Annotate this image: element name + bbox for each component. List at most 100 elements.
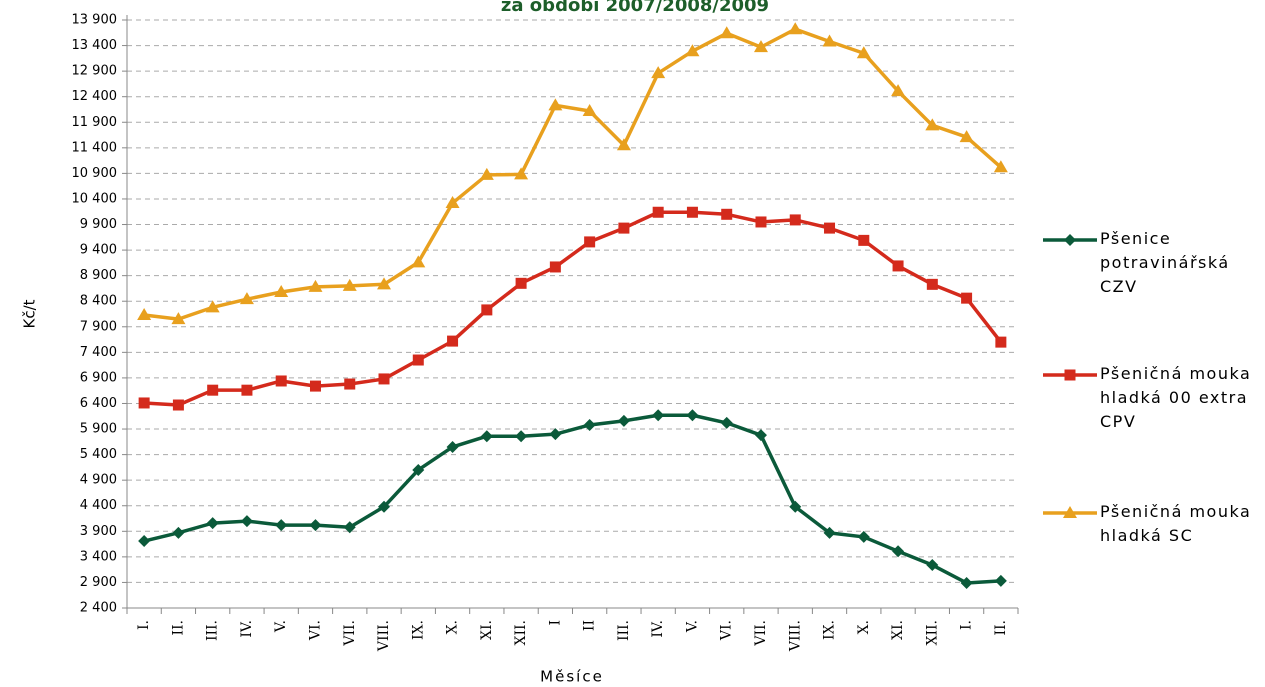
- data-point: [651, 66, 666, 79]
- data-point: [377, 277, 392, 290]
- x-tick-label: I.: [136, 620, 152, 630]
- data-point: [378, 500, 391, 513]
- y-tick-label: 8 400: [80, 294, 117, 309]
- x-tick-label: I.: [959, 620, 975, 630]
- data-point: [240, 515, 253, 528]
- data-point: [480, 430, 493, 443]
- y-tick-label: 13 400: [72, 38, 118, 53]
- y-tick-label: 4 900: [80, 473, 117, 488]
- y-tick-label: 10 900: [72, 166, 118, 181]
- x-tick-label: VII.: [342, 620, 358, 647]
- data-point: [719, 26, 734, 39]
- data-point: [206, 517, 219, 530]
- data-point: [823, 526, 836, 539]
- data-point: [652, 206, 664, 218]
- x-tick-label: V.: [273, 620, 289, 633]
- data-point: [789, 214, 801, 226]
- x-tick-label: XI.: [890, 620, 906, 640]
- data-point: [309, 380, 321, 392]
- data-point: [994, 574, 1007, 587]
- data-point: [892, 260, 904, 272]
- x-tick-label: XII.: [924, 620, 940, 645]
- data-point: [721, 208, 733, 220]
- data-point: [138, 397, 150, 409]
- y-tick-label: 2 400: [80, 601, 117, 616]
- data-point: [412, 354, 424, 366]
- data-point: [137, 308, 152, 321]
- data-point: [822, 34, 837, 47]
- x-tick-label: IV.: [239, 620, 255, 638]
- data-point: [343, 521, 356, 534]
- y-tick-label: 7 900: [80, 319, 117, 334]
- data-point: [446, 440, 459, 453]
- x-tick-label: VI.: [719, 620, 735, 641]
- x-tick-label: II: [582, 620, 598, 631]
- data-point: [926, 278, 938, 290]
- data-point: [788, 22, 803, 35]
- data-point: [309, 519, 322, 532]
- y-tick-label: 4 400: [80, 498, 117, 513]
- data-point: [549, 428, 562, 441]
- data-point: [172, 399, 184, 411]
- x-tick-label: VII.: [753, 620, 769, 647]
- data-point: [892, 545, 905, 558]
- data-point: [275, 375, 287, 387]
- data-point: [583, 418, 596, 431]
- data-point: [344, 378, 356, 390]
- legend-label: Pšeničná mouka hladká 00 extra CPV: [1100, 364, 1252, 431]
- x-tick-label: X.: [445, 620, 461, 634]
- data-point: [412, 463, 425, 476]
- chart-title: za období 2007/2008/2009: [501, 0, 769, 16]
- data-point: [584, 236, 596, 248]
- data-point: [617, 414, 630, 427]
- y-tick-label: 11 900: [72, 115, 118, 130]
- data-point: [241, 384, 253, 396]
- y-tick-label: 3 400: [80, 549, 117, 564]
- x-tick-label: IV.: [650, 620, 666, 638]
- data-point: [342, 278, 357, 291]
- y-tick-label: 9 400: [80, 243, 117, 258]
- data-point: [205, 300, 220, 313]
- series-line: [143, 413, 1001, 585]
- data-point: [239, 292, 254, 305]
- data-point: [926, 559, 939, 572]
- y-tick-label: 5 400: [80, 447, 117, 462]
- y-tick-label: 5 900: [80, 422, 117, 437]
- data-point: [824, 222, 836, 234]
- data-point: [275, 519, 288, 532]
- data-point: [891, 84, 906, 97]
- y-tick-label: 2 900: [80, 575, 117, 590]
- data-point: [479, 167, 494, 180]
- legend-marker: [1064, 369, 1076, 381]
- y-tick-label: 12 400: [72, 89, 118, 104]
- data-point: [686, 206, 698, 218]
- data-point: [616, 138, 631, 151]
- data-point: [378, 373, 390, 385]
- x-tick-label: II.: [170, 620, 186, 636]
- y-tick-label: 6 900: [80, 370, 117, 385]
- y-tick-label: 10 400: [72, 191, 118, 206]
- data-point: [548, 98, 563, 111]
- data-point: [172, 526, 185, 539]
- data-point: [515, 277, 527, 289]
- legend-marker: [1064, 234, 1076, 246]
- x-tick-label: XII.: [513, 620, 529, 645]
- data-point: [171, 312, 186, 325]
- y-tick-label: 7 400: [80, 345, 117, 360]
- data-point: [652, 409, 665, 422]
- data-point: [685, 44, 700, 57]
- data-point: [993, 160, 1008, 173]
- y-tick-label: 3 900: [80, 524, 117, 539]
- data-point: [961, 292, 973, 304]
- data-point: [514, 167, 529, 180]
- series-line: [144, 210, 1003, 407]
- data-point: [856, 46, 871, 59]
- data-point: [755, 216, 767, 228]
- data-point: [274, 285, 289, 298]
- data-point: [481, 304, 493, 316]
- x-tick-label: II.: [993, 620, 1009, 636]
- x-axis-label: Měsíce: [540, 668, 604, 686]
- data-point: [582, 104, 597, 117]
